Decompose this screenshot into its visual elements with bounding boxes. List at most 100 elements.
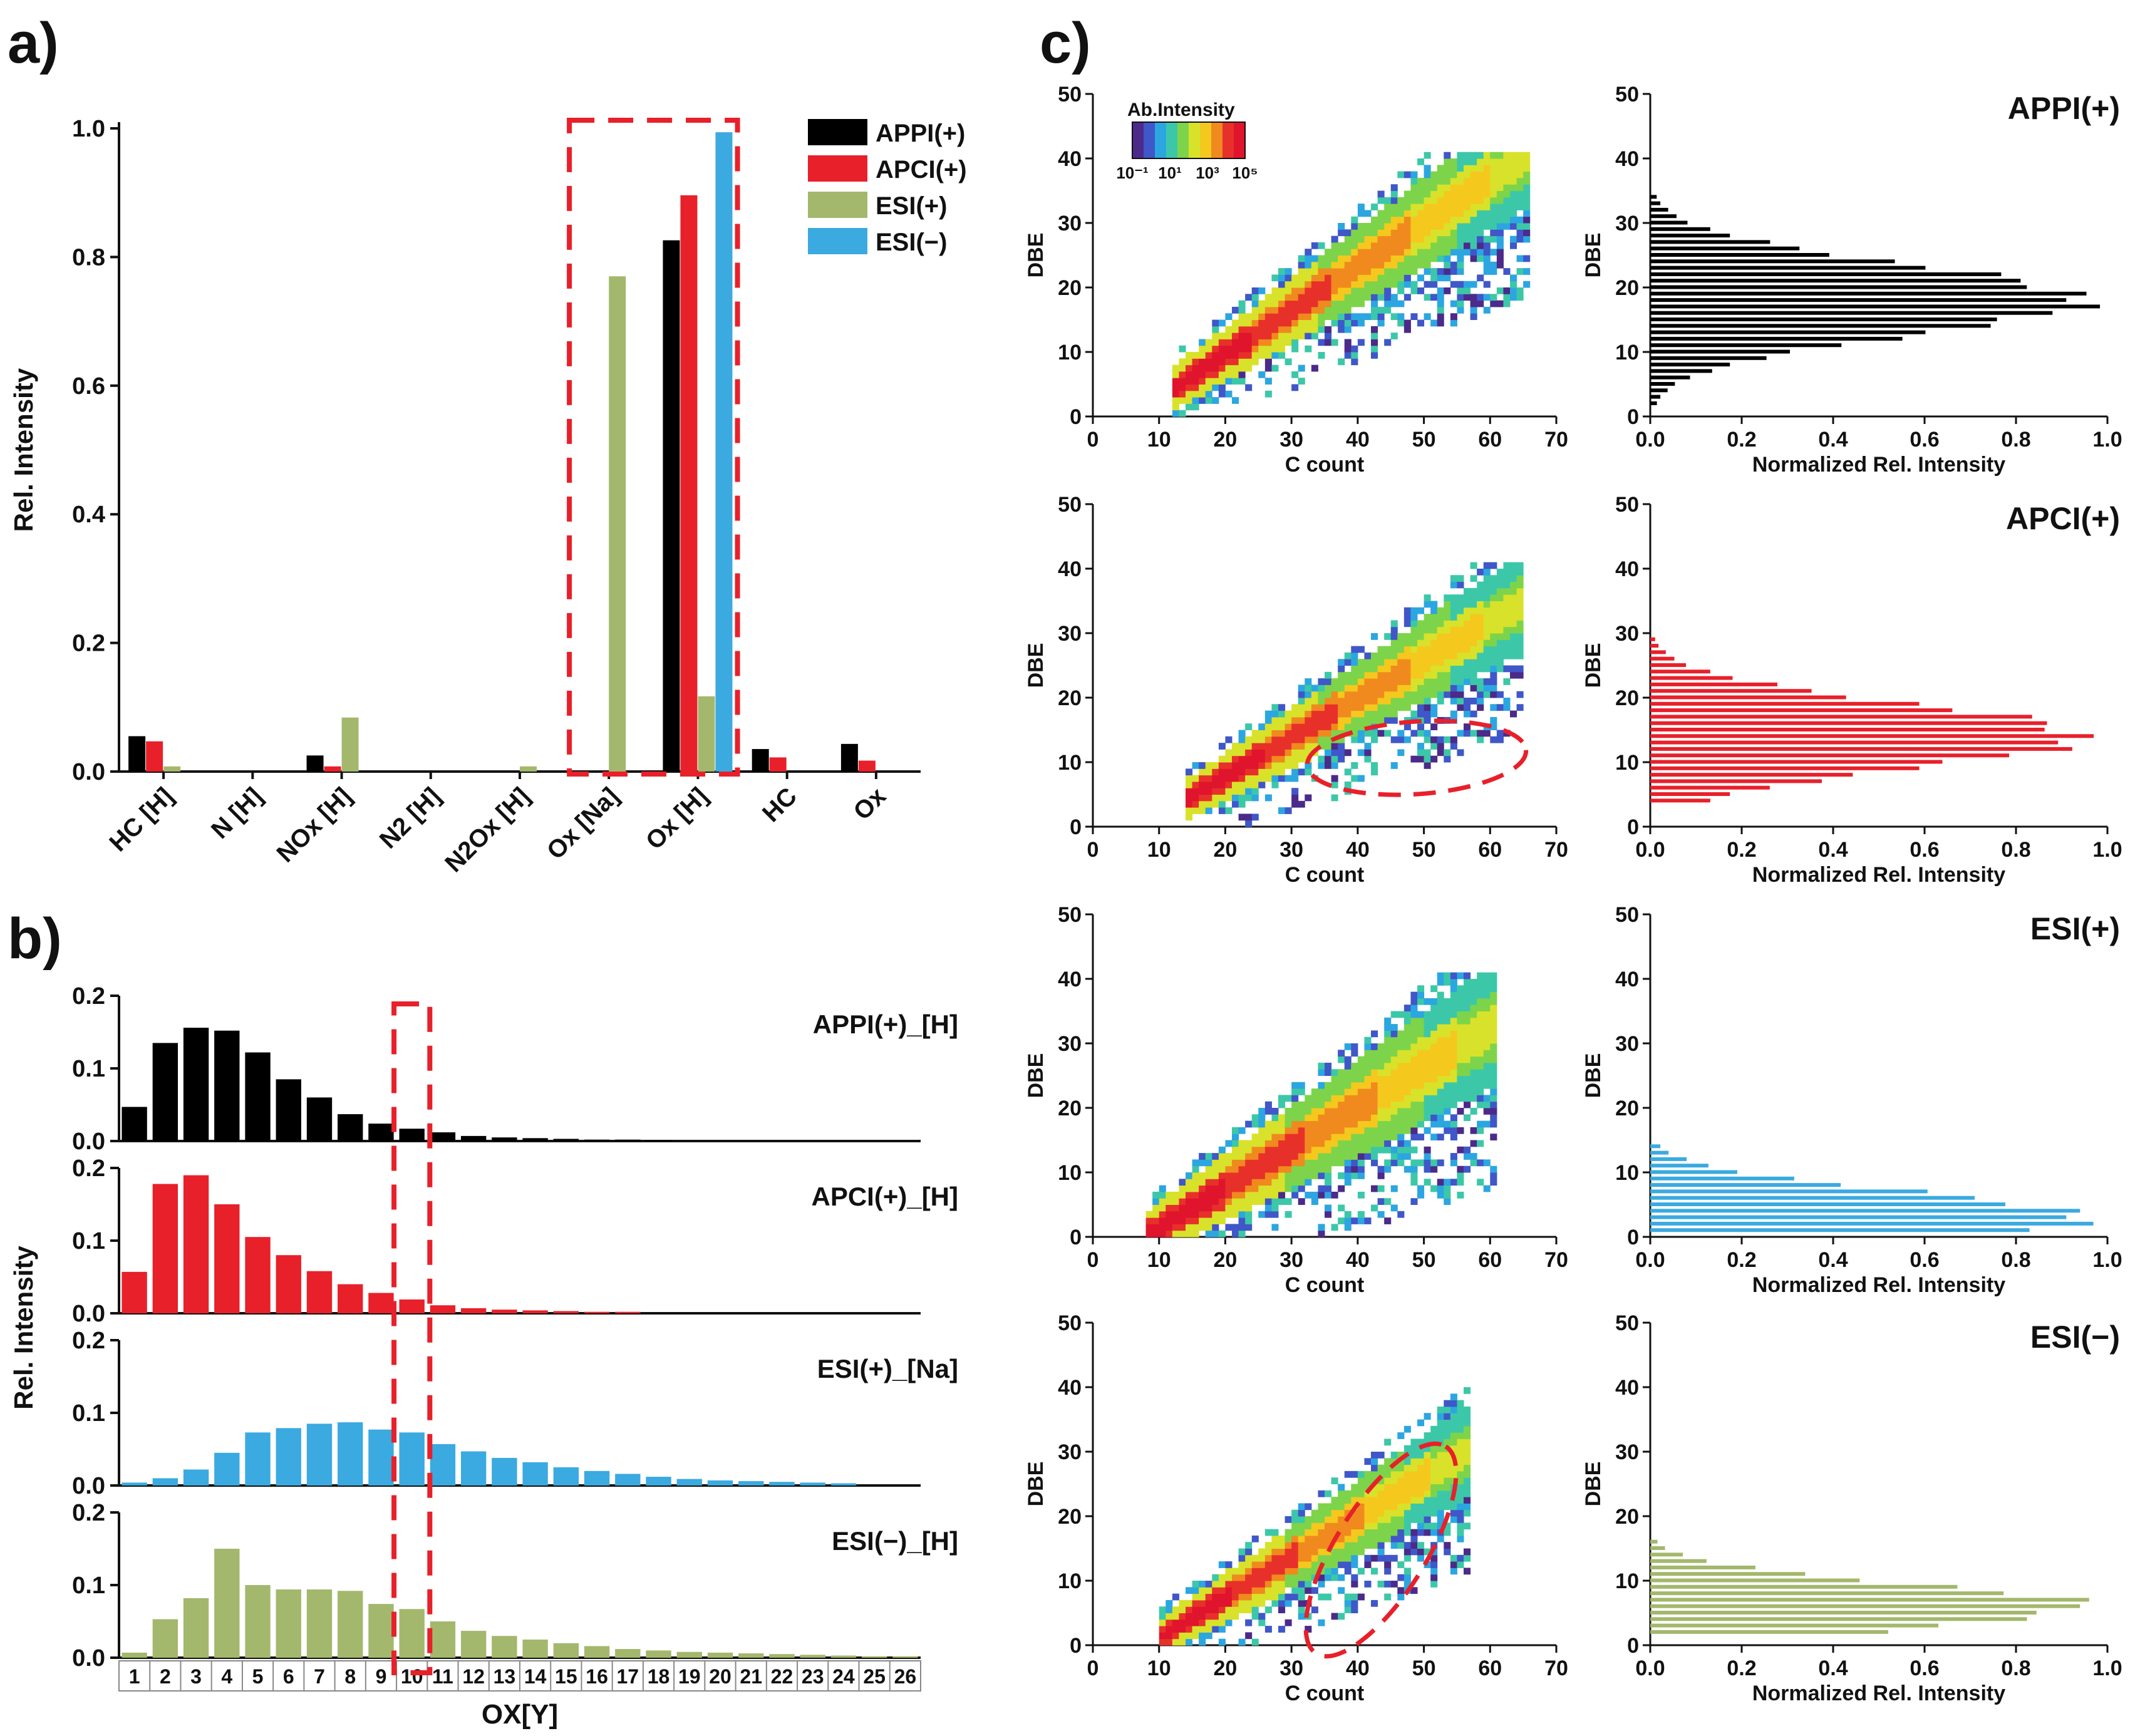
heatmap-cell	[1450, 614, 1457, 621]
heatmap-cell	[1298, 261, 1305, 269]
heatmap-cell	[1172, 1638, 1179, 1646]
heatmap-cell	[1477, 581, 1484, 589]
heatmap-cell	[1430, 691, 1438, 698]
heatmap-cell	[1298, 1613, 1305, 1620]
bar	[368, 1293, 394, 1313]
heatmap-cell	[1351, 294, 1358, 301]
heatmap-cell	[1285, 333, 1292, 339]
heatmap-cell	[1403, 659, 1411, 666]
heatmap-cell	[1238, 1140, 1246, 1147]
heatmap-cell	[1496, 255, 1504, 262]
heatmap-cell	[1516, 581, 1524, 589]
heatmap-cell	[1271, 287, 1279, 294]
heatmap-cell	[1503, 581, 1511, 589]
heatmap-cell	[1364, 1134, 1372, 1140]
highlight-ellipse	[1303, 1441, 1459, 1659]
heatmap-cell	[1232, 1593, 1239, 1601]
heatmap-cell	[1264, 743, 1272, 750]
heatmap-cell	[1351, 1172, 1358, 1179]
heatmap-cell	[1410, 607, 1418, 614]
heatmap-cell	[1291, 736, 1299, 743]
heatmap-cell	[1424, 1439, 1431, 1446]
heatmap-cell	[1232, 378, 1239, 385]
heatmap-cell	[1245, 339, 1253, 346]
x-tick-label: 0.4	[1818, 1248, 1848, 1272]
heatmap-cell	[1298, 1108, 1305, 1115]
heatmap-cell	[1477, 601, 1484, 608]
heatmap-cell	[1377, 261, 1385, 269]
heatmap-cell	[1318, 1529, 1325, 1536]
heatmap-cell	[1377, 1165, 1385, 1173]
heatmap-cell	[1430, 710, 1438, 718]
heatmap-cell	[1344, 235, 1352, 243]
heatmap-cell	[1417, 755, 1425, 763]
heatmap-cell	[1403, 691, 1411, 698]
heatmap-cell	[1311, 1535, 1318, 1542]
heatmap-cell	[1278, 723, 1286, 730]
heatmap-cell	[1258, 1179, 1266, 1186]
heatmap-cell	[1364, 281, 1372, 288]
heatmap-cell	[1364, 1522, 1372, 1530]
heatmap-cell	[1417, 985, 1425, 993]
heatmap-cell	[1199, 339, 1206, 346]
heatmap-cell	[1390, 736, 1398, 743]
heatmap-cell	[1258, 1191, 1266, 1199]
heatmap-cell	[1331, 794, 1338, 802]
heatmap-cell	[1357, 339, 1365, 346]
heatmap-cell	[1437, 313, 1444, 320]
heatmap-cell	[1258, 1120, 1266, 1128]
heatmap-cell	[1192, 800, 1199, 808]
heatmap-cell	[1457, 691, 1464, 698]
heatmap-cell	[1331, 781, 1338, 788]
heatmap-cell	[1192, 807, 1199, 814]
histogram-bar	[1650, 1578, 1860, 1583]
heatmap-cell	[1430, 1011, 1438, 1018]
heatmap-cell	[1457, 1108, 1464, 1115]
heatmap-cell	[1291, 384, 1299, 391]
heatmap-cell	[1264, 1146, 1272, 1154]
heatmap-cell	[1470, 1043, 1477, 1050]
heatmap-cell	[1371, 352, 1378, 359]
heatmap-cell	[1318, 1159, 1325, 1167]
x-tick-label: 7	[314, 1665, 325, 1688]
heatmap-cell	[1364, 716, 1372, 724]
heatmap-cell	[1285, 1114, 1292, 1122]
heatmap-cell	[1364, 691, 1372, 698]
heatmap-cell	[1390, 223, 1398, 230]
heatmap-cell	[1338, 671, 1345, 679]
heatmap-cell	[1371, 1075, 1378, 1083]
y-tick-label: 10	[1615, 1569, 1639, 1593]
heatmap-cell	[1397, 255, 1405, 262]
heatmap-cell	[1490, 1005, 1497, 1011]
heatmap-cell	[1351, 1146, 1358, 1154]
heatmap-cell	[1238, 762, 1246, 769]
heatmap-cell	[1238, 352, 1246, 359]
heatmap-cell	[1357, 1568, 1365, 1575]
y-tick-label: 0.1	[72, 1228, 105, 1254]
heatmap-cell	[1311, 300, 1318, 307]
heatmap-cell	[1464, 633, 1471, 640]
x-tick-label: 0.0	[1635, 1248, 1665, 1272]
heatmap-cell	[1510, 274, 1517, 282]
heatmap-cell	[1450, 158, 1457, 165]
heatmap-cell	[1199, 371, 1206, 378]
heatmap-cell	[1371, 261, 1378, 269]
histogram-bar	[1650, 1591, 2004, 1596]
heatmap-cell	[1424, 1127, 1431, 1134]
heatmap-cell	[1318, 1153, 1325, 1160]
heatmap-cell	[1271, 775, 1279, 782]
heatmap-cell	[1477, 639, 1484, 647]
heatmap-cell	[1444, 1011, 1451, 1018]
heatmap-cell	[1490, 671, 1497, 679]
heatmap-cell	[1377, 1581, 1385, 1588]
x-tick-label: 60	[1478, 1248, 1502, 1272]
heatmap-cell	[1264, 1108, 1272, 1115]
heatmap-cell	[1417, 691, 1425, 698]
heatmap-cell	[1503, 678, 1511, 685]
heatmap-cell	[1278, 274, 1286, 282]
heatmap-cell	[1166, 1224, 1173, 1231]
heatmap-cell	[1477, 633, 1484, 640]
heatmap-cell	[1218, 788, 1226, 795]
heatmap-cell	[1264, 1120, 1272, 1128]
highlight-box	[567, 118, 740, 777]
